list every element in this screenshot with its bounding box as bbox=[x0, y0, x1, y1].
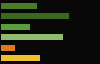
Bar bbox=[1, 3, 37, 9]
Bar bbox=[1, 55, 40, 61]
Bar bbox=[1, 45, 15, 51]
Bar bbox=[1, 24, 29, 30]
Bar bbox=[1, 13, 69, 19]
Bar bbox=[1, 34, 63, 40]
